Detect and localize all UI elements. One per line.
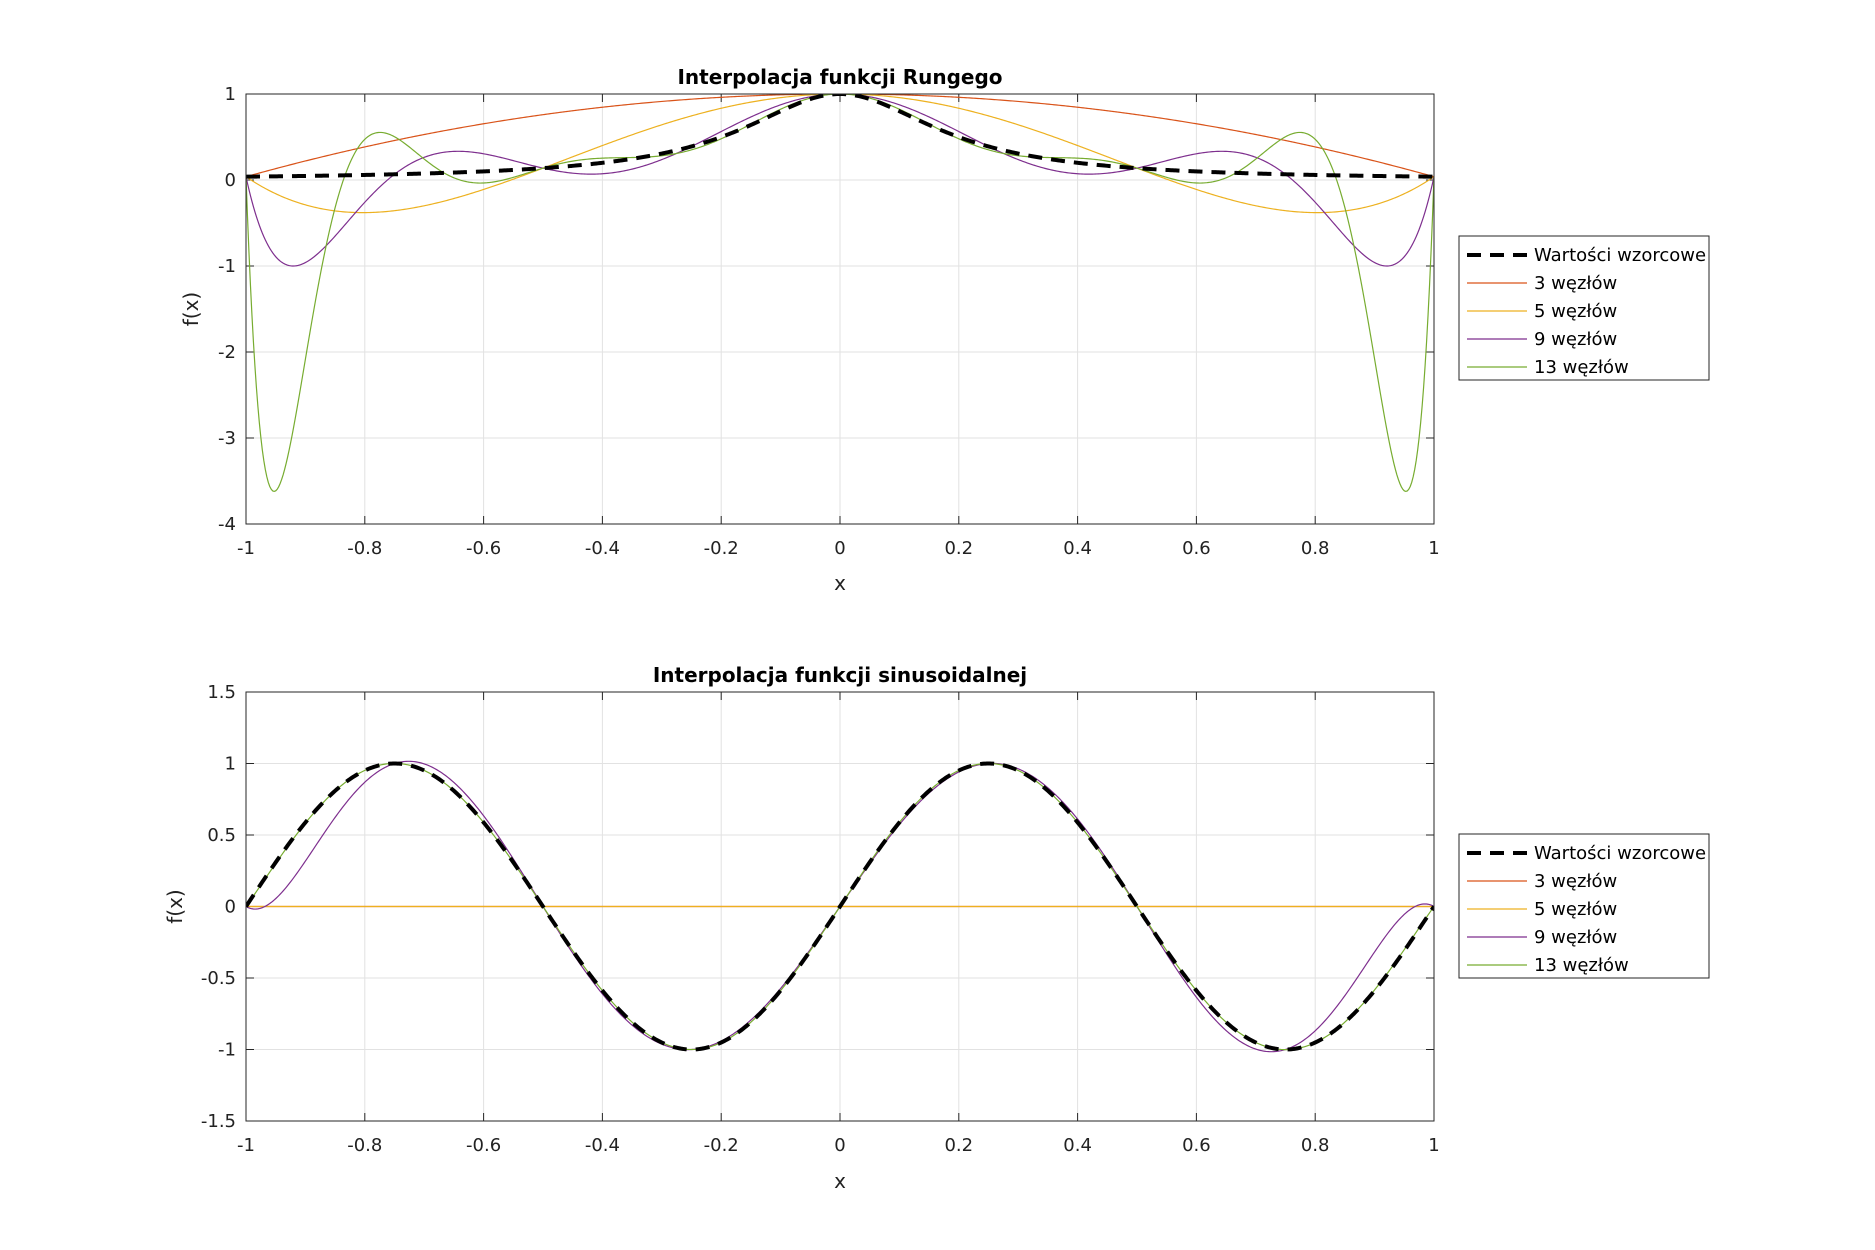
series-line-9-nodes (246, 94, 1434, 267)
y-tick-label: 0.5 (207, 825, 236, 846)
chart-title: Interpolacja funkcji sinusoidalnej (653, 663, 1027, 687)
y-axis-label: f(x) (179, 292, 203, 326)
x-tick-label: 0.2 (944, 538, 973, 559)
x-tick-label: 0.8 (1301, 1135, 1330, 1156)
y-tick-label: 0 (225, 897, 236, 918)
y-axis-label: f(x) (163, 889, 187, 923)
x-tick-label: 0.4 (1063, 1135, 1092, 1156)
x-tick-label: -0.4 (585, 538, 620, 559)
subplot-2: -1 -0.8 -0.6 -0.4 -0.2 0 0.2 0.4 0.6 0.8 1-1.5-1-0… (163, 663, 1710, 1193)
x-tick-label: 0.4 (1063, 538, 1092, 559)
series-line-3-nodes (246, 94, 1434, 178)
series-group (246, 760, 1434, 1053)
y-tick-label: 1 (225, 84, 236, 105)
y-tick-label: -4 (218, 514, 236, 535)
x-tick-label: -0.2 (704, 1135, 739, 1156)
x-tick-label: 0 (834, 1135, 845, 1156)
series-line-5-nodes (246, 94, 1434, 214)
legend-entry-label: 13 węzłów (1534, 357, 1629, 378)
x-axis-label: x (834, 571, 846, 595)
x-tick-label: -1 (237, 538, 255, 559)
axes-frame (245, 691, 1435, 1122)
y-tick-label: -2 (218, 342, 236, 363)
legend-box (1458, 833, 1710, 979)
subplot-1: -1 -0.8 -0.6 -0.4 -0.2 0 0.2 0.4 0.6 0.8 1 -4 -3 -2 -1… (179, 65, 1710, 595)
x-tick-label: 0 (834, 538, 845, 559)
legend-box (1458, 235, 1710, 381)
legend-entry-label: Wartości wzorcowe (1534, 245, 1706, 266)
y-tick-label: 1 (225, 754, 236, 775)
x-tick-label: 1 (1428, 1135, 1439, 1156)
x-tick-label: -0.8 (347, 538, 382, 559)
series-group (246, 94, 1434, 493)
y-tick-label: 1.5 (207, 682, 236, 703)
x-tick-label: -0.6 (466, 538, 501, 559)
axes-frame (245, 93, 1435, 525)
legend-entry-label: 9 węzłów (1534, 329, 1617, 350)
series-line-reference (246, 94, 1434, 179)
legend: Wartości wzorcowe 3 węzłów 5 węzłów 9 węzłó… (1458, 235, 1710, 381)
x-tick-label: 1 (1428, 538, 1439, 559)
x-tick-label: -0.8 (347, 1135, 382, 1156)
y-tick-label: -1.5 (201, 1111, 236, 1132)
legend-entry-label: Wartości wzorcowe (1534, 843, 1706, 864)
y-tick-label: -1 (218, 1040, 236, 1061)
x-tick-label: 0.6 (1182, 538, 1211, 559)
x-tick-label: 0.2 (944, 1135, 973, 1156)
legend-entry-label: 5 węzłów (1534, 899, 1617, 920)
x-tick-label: 0.6 (1182, 1135, 1211, 1156)
legend-entry-label: 5 węzłów (1534, 301, 1617, 322)
x-tick-label: 0.8 (1301, 538, 1330, 559)
x-tick-label: -1 (237, 1135, 255, 1156)
x-axis-label: x (834, 1169, 846, 1193)
x-tick-label: -0.2 (704, 538, 739, 559)
legend-entry-label: 13 węzłów (1534, 955, 1629, 976)
legend-entry-label: 3 węzłów (1534, 273, 1617, 294)
y-tick-label: 0 (225, 170, 236, 191)
y-tick-label: -0.5 (201, 968, 236, 989)
chart-title: Interpolacja funkcji Rungego (677, 65, 1002, 89)
x-tick-label: -0.4 (585, 1135, 620, 1156)
legend-entry-label: 9 węzłów (1534, 927, 1617, 948)
legend: Wartości wzorcowe 3 węzłów 5 węzłów 9 węzłó… (1458, 833, 1710, 979)
y-tick-label: -1 (218, 256, 236, 277)
legend-entry-label: 3 węzłów (1534, 871, 1617, 892)
y-tick-label: -3 (218, 428, 236, 449)
series-line-reference (246, 761, 1434, 1052)
x-tick-label: -0.6 (466, 1135, 501, 1156)
